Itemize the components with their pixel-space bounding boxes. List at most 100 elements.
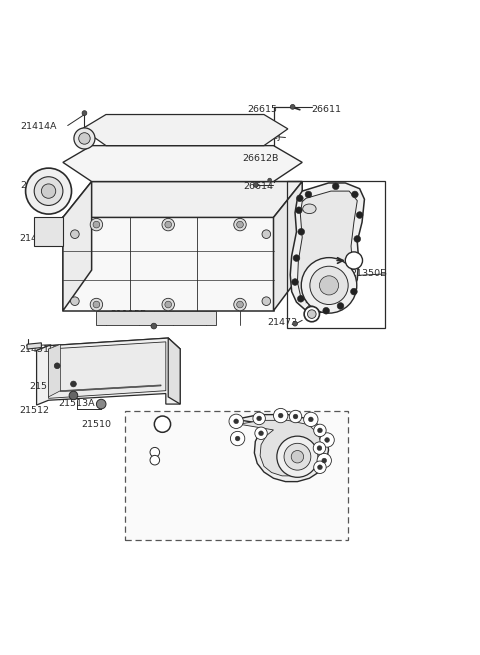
- Circle shape: [332, 183, 339, 190]
- Circle shape: [289, 410, 302, 422]
- Circle shape: [90, 298, 103, 310]
- Text: b: b: [259, 431, 263, 436]
- Circle shape: [355, 257, 362, 264]
- Circle shape: [345, 252, 362, 269]
- Polygon shape: [63, 145, 302, 181]
- Text: 21516A: 21516A: [29, 382, 66, 391]
- Circle shape: [253, 412, 265, 424]
- Text: 1140GD: 1140GD: [180, 448, 218, 457]
- Polygon shape: [36, 338, 180, 360]
- Circle shape: [151, 323, 157, 329]
- Circle shape: [278, 413, 283, 418]
- Polygon shape: [239, 421, 322, 476]
- Text: 21115E: 21115E: [110, 310, 146, 319]
- Circle shape: [308, 310, 316, 318]
- Text: VIEW: VIEW: [137, 418, 171, 431]
- Circle shape: [304, 307, 320, 322]
- Circle shape: [320, 276, 338, 295]
- Circle shape: [150, 447, 159, 457]
- Polygon shape: [168, 338, 180, 404]
- Text: 21473: 21473: [268, 318, 298, 328]
- Text: a: a: [236, 436, 240, 441]
- Text: 1140ER: 1140ER: [181, 456, 217, 464]
- Circle shape: [293, 255, 300, 261]
- Circle shape: [314, 424, 326, 437]
- Polygon shape: [290, 183, 364, 313]
- Circle shape: [82, 111, 87, 115]
- Text: 26611: 26611: [311, 105, 341, 114]
- Circle shape: [304, 412, 318, 426]
- Text: 21513A: 21513A: [58, 399, 95, 407]
- Polygon shape: [82, 115, 288, 145]
- Circle shape: [74, 128, 95, 149]
- Text: A: A: [159, 419, 166, 429]
- Circle shape: [259, 431, 264, 436]
- Circle shape: [234, 218, 246, 231]
- Text: a: a: [234, 419, 238, 424]
- Text: PNC: PNC: [190, 440, 209, 448]
- Circle shape: [71, 381, 76, 387]
- Polygon shape: [63, 181, 92, 310]
- Circle shape: [310, 266, 348, 305]
- Text: 21510: 21510: [81, 420, 111, 429]
- Circle shape: [298, 229, 305, 235]
- FancyBboxPatch shape: [125, 411, 348, 540]
- Circle shape: [313, 442, 325, 455]
- Circle shape: [354, 236, 360, 242]
- Text: 26612B: 26612B: [242, 154, 279, 163]
- Text: 26615: 26615: [247, 105, 277, 114]
- Circle shape: [71, 297, 79, 305]
- Circle shape: [301, 257, 357, 313]
- Circle shape: [234, 298, 246, 310]
- Circle shape: [350, 288, 357, 295]
- Ellipse shape: [303, 204, 316, 214]
- Circle shape: [320, 433, 334, 447]
- Circle shape: [293, 414, 298, 419]
- Circle shape: [93, 301, 100, 308]
- Polygon shape: [48, 345, 60, 397]
- Circle shape: [90, 218, 103, 231]
- Circle shape: [284, 443, 311, 470]
- Text: b: b: [257, 416, 261, 421]
- Circle shape: [314, 461, 326, 474]
- Text: b: b: [153, 457, 157, 463]
- Circle shape: [356, 212, 363, 218]
- Circle shape: [71, 230, 79, 238]
- Circle shape: [351, 191, 358, 198]
- Text: 21443: 21443: [20, 181, 50, 190]
- Polygon shape: [36, 338, 180, 405]
- Circle shape: [237, 221, 243, 228]
- Circle shape: [54, 363, 60, 369]
- Circle shape: [293, 322, 298, 326]
- Text: a: a: [322, 458, 326, 463]
- Circle shape: [79, 133, 90, 144]
- Polygon shape: [63, 217, 274, 310]
- Circle shape: [292, 278, 299, 286]
- Text: b: b: [318, 428, 322, 433]
- Text: b: b: [293, 414, 298, 419]
- Circle shape: [277, 436, 318, 477]
- Text: 26614: 26614: [243, 182, 273, 191]
- Circle shape: [317, 453, 331, 468]
- Circle shape: [234, 419, 239, 424]
- Circle shape: [324, 438, 329, 442]
- Text: 21414: 21414: [19, 234, 49, 244]
- Circle shape: [96, 400, 106, 409]
- Circle shape: [150, 455, 159, 465]
- Circle shape: [291, 451, 304, 463]
- Circle shape: [235, 436, 240, 441]
- Text: a: a: [309, 417, 313, 422]
- Circle shape: [262, 297, 271, 305]
- Circle shape: [337, 303, 344, 309]
- Text: a: a: [153, 449, 157, 455]
- Text: 21451B: 21451B: [19, 345, 55, 354]
- Circle shape: [322, 458, 326, 463]
- Polygon shape: [34, 217, 63, 246]
- Text: 21414A: 21414A: [20, 122, 56, 131]
- Circle shape: [309, 417, 313, 422]
- Circle shape: [165, 301, 171, 308]
- Circle shape: [230, 432, 245, 445]
- Circle shape: [69, 391, 78, 400]
- Polygon shape: [96, 310, 216, 325]
- Circle shape: [296, 207, 302, 214]
